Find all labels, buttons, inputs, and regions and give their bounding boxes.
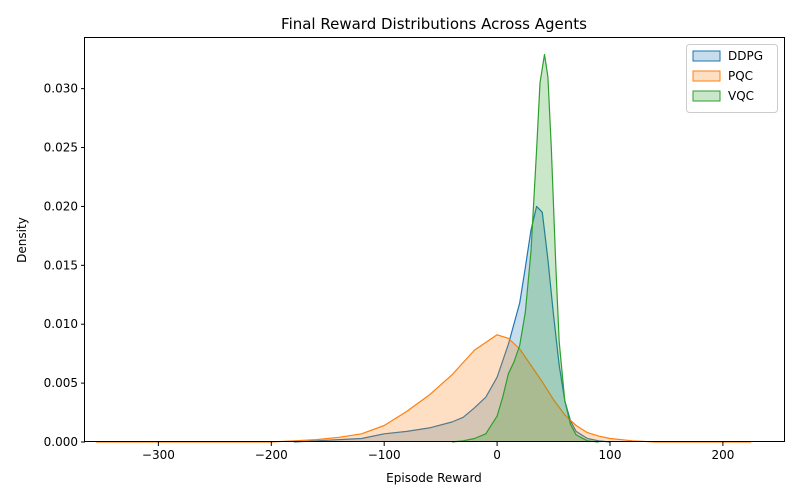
x-tick-label: 100 <box>599 448 622 462</box>
series-pqc-line <box>96 334 752 443</box>
plot-area <box>96 53 752 443</box>
legend-label-pqc: PQC <box>728 69 753 83</box>
legend-swatch-pqc <box>692 70 721 82</box>
y-tick-label: 0.000 <box>44 435 78 449</box>
x-tick-label: −200 <box>255 448 288 462</box>
x-axis: −300 −200 −100 0 100 200 <box>142 442 734 462</box>
series-ddpg-area <box>293 206 610 442</box>
series-vqc-area <box>451 54 599 442</box>
y-tick-label: 0.030 <box>44 82 78 96</box>
legend-swatch-vqc <box>692 90 721 102</box>
series-pqc-area <box>96 334 752 442</box>
y-axis: 0.000 0.005 0.010 0.015 0.020 0.025 0.030 <box>44 82 85 449</box>
series-vqc-line <box>451 53 599 443</box>
x-tick-label: 0 <box>493 448 501 462</box>
y-axis-label: Density <box>15 217 29 263</box>
legend: DDPG PQC VQC <box>686 44 778 113</box>
y-tick-label: 0.005 <box>44 376 78 390</box>
x-tick-label: −300 <box>142 448 175 462</box>
chart-title: Final Reward Distributions Across Agents <box>281 15 587 33</box>
x-tick-label: 200 <box>711 448 734 462</box>
x-tick-label: −100 <box>368 448 401 462</box>
y-tick-label: 0.025 <box>44 141 78 155</box>
legend-label-vqc: VQC <box>728 89 754 103</box>
legend-label-ddpg: DDPG <box>728 49 763 63</box>
x-axis-label: Episode Reward <box>386 471 482 485</box>
legend-swatch-ddpg <box>692 50 721 62</box>
y-tick-label: 0.015 <box>44 258 78 272</box>
y-tick-label: 0.020 <box>44 199 78 213</box>
axes-frame <box>84 37 785 442</box>
y-tick-label: 0.010 <box>44 317 78 331</box>
